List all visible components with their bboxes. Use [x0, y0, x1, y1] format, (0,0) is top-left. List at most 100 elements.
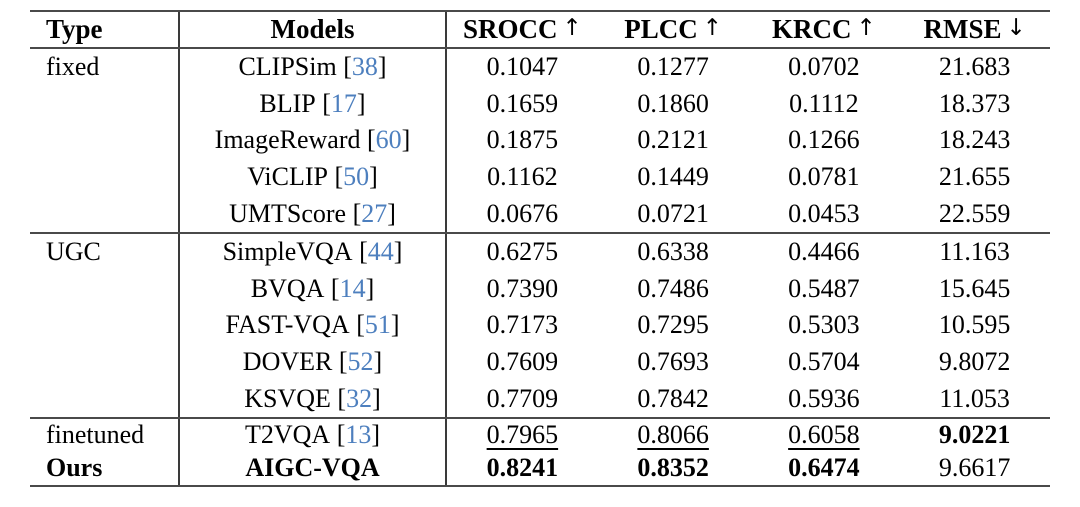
metric-value: 9.6617	[938, 453, 1011, 483]
citation-bracket: [	[330, 420, 346, 450]
citation-bracket: ]	[365, 273, 375, 303]
citation-bracket: ]	[371, 420, 381, 450]
table-section-finetuned-ours: finetuned T2VQA [13] 0.7965 0.8066 0.6058 9.0…	[30, 416, 1050, 485]
model-cell: KSVQE [32]	[180, 380, 447, 417]
metric-value: 11.053	[939, 383, 1010, 413]
model-name: SimpleVQA	[222, 237, 353, 267]
column-header-rmse: RMSE ↓	[899, 12, 1050, 47]
citation-ref[interactable]: 50	[343, 162, 370, 192]
metric-value: 18.243	[938, 125, 1011, 155]
type-cell	[30, 122, 180, 159]
metric-value: 0.0781	[788, 162, 860, 192]
metric-value: 0.6338	[637, 237, 709, 267]
type-cell: Ours	[30, 451, 180, 485]
model-cell: SimpleVQA [44]	[180, 233, 447, 271]
column-header-krcc: KRCC ↑	[749, 12, 900, 47]
type-cell: UGC	[30, 233, 180, 271]
metric-value: 0.1860	[637, 88, 709, 118]
column-header-label: RMSE	[923, 14, 1002, 44]
column-header-label: KRCC	[771, 14, 852, 44]
table-row: BVQA [14] 0.7390 0.7486 0.5487 15.645	[30, 270, 1050, 308]
metric-value: 0.7295	[637, 310, 709, 340]
metric-value: 0.4466	[788, 237, 860, 267]
up-arrow-icon: ↑	[702, 15, 723, 41]
type-cell	[30, 85, 180, 123]
table-row: UMTScore [27] 0.0676 0.0721 0.0453 22.559	[30, 195, 1050, 232]
model-cell: BLIP [17]	[180, 85, 447, 123]
metric-value: 0.8352	[637, 453, 709, 483]
model-name: DOVER	[242, 347, 333, 377]
citation-bracket: [	[327, 162, 344, 192]
metric-value: 0.7609	[486, 347, 559, 377]
citation-bracket: ]	[373, 347, 383, 377]
citation-bracket: [	[332, 347, 348, 377]
column-header-srocc: SROCC ↑	[447, 12, 598, 47]
citation-ref[interactable]: 17	[330, 88, 357, 118]
type-cell	[30, 270, 180, 308]
metric-value: 0.7709	[486, 383, 559, 413]
table-row: UGC SimpleVQA [44] 0.6275 0.6338 0.4466 11.16…	[30, 233, 1050, 271]
metric-value: 0.1449	[637, 162, 709, 192]
metric-value: 0.6275	[486, 237, 559, 267]
metric-value: 0.7842	[637, 383, 709, 413]
table-row: Ours AIGC-VQA 0.8241 0.8352 0.6474 9.6617	[30, 451, 1050, 485]
table-section-fixed: fixed CLIPSim [38] 0.1047 0.1277 0.0702 21.68…	[30, 47, 1050, 232]
table-row: ViCLIP [50] 0.1162 0.1449 0.0781 21.655	[30, 158, 1050, 196]
citation-ref[interactable]: 32	[346, 383, 373, 413]
model-cell: T2VQA [13]	[180, 418, 447, 452]
metric-value: 0.8066	[637, 420, 709, 450]
citation-bracket: [	[349, 310, 365, 340]
model-name: UMTScore	[229, 198, 347, 228]
metric-value: 22.559	[938, 198, 1011, 228]
table-row: BLIP [17] 0.1659 0.1860 0.1112 18.373	[30, 85, 1050, 123]
citation-ref[interactable]: 13	[345, 420, 372, 450]
results-table: Type Models SROCC ↑ PLCC ↑ KRCC ↑ RMSE ↓…	[30, 10, 1050, 487]
metric-value: 18.373	[938, 88, 1011, 118]
type-cell	[30, 195, 180, 232]
metric-value: 21.683	[938, 52, 1011, 82]
metric-value: 0.7390	[486, 273, 559, 303]
metric-value: 0.0453	[788, 198, 860, 228]
metric-value: 15.645	[938, 273, 1011, 303]
table-row: KSVQE [32] 0.7709 0.7842 0.5936 11.053	[30, 380, 1050, 417]
model-cell: FAST-VQA [51]	[180, 307, 447, 344]
citation-bracket: [	[360, 125, 376, 155]
metric-value: 0.6474	[788, 453, 860, 483]
model-cell: ImageReward [60]	[180, 122, 447, 159]
column-header-type: Type	[30, 12, 180, 47]
table-row: FAST-VQA [51] 0.7173 0.7295 0.5303 10.595	[30, 307, 1050, 344]
model-cell: ViCLIP [50]	[180, 158, 447, 196]
citation-bracket: [	[346, 198, 362, 228]
metric-value: 0.5704	[788, 347, 860, 377]
metric-value: 10.595	[938, 310, 1011, 340]
type-cell	[30, 380, 180, 417]
model-name: BVQA	[250, 273, 325, 303]
type-cell: finetuned	[30, 418, 180, 452]
type-cell: fixed	[30, 49, 180, 86]
model-name: FAST-VQA	[225, 310, 350, 340]
column-header-models: Models	[180, 12, 447, 47]
citation-ref[interactable]: 51	[364, 310, 391, 340]
column-header-label: Models	[270, 14, 355, 44]
metric-value: 0.2121	[637, 125, 709, 155]
metric-value: 0.5487	[788, 273, 860, 303]
table-section-ugc: UGC SimpleVQA [44] 0.6275 0.6338 0.4466 11.16…	[30, 231, 1050, 417]
metric-value: 21.655	[938, 162, 1011, 192]
citation-ref[interactable]: 60	[375, 125, 402, 155]
metric-value: 0.5936	[788, 383, 860, 413]
citation-ref[interactable]: 52	[347, 347, 374, 377]
citation-ref[interactable]: 38	[351, 52, 378, 82]
model-name: ViCLIP	[247, 162, 328, 192]
citation-bracket: [	[324, 273, 340, 303]
metric-value: 0.1112	[789, 88, 859, 118]
metric-value: 0.1659	[486, 88, 559, 118]
citation-bracket: ]	[372, 383, 381, 413]
metric-value: 0.5303	[788, 310, 860, 340]
citation-ref[interactable]: 44	[367, 237, 394, 267]
citation-bracket: ]	[387, 198, 396, 228]
model-cell: CLIPSim [38]	[180, 49, 447, 86]
citation-bracket: ]	[369, 162, 378, 192]
table-header-row: Type Models SROCC ↑ PLCC ↑ KRCC ↑ RMSE ↓	[30, 12, 1050, 47]
citation-ref[interactable]: 14	[339, 273, 366, 303]
citation-ref[interactable]: 27	[361, 198, 388, 228]
